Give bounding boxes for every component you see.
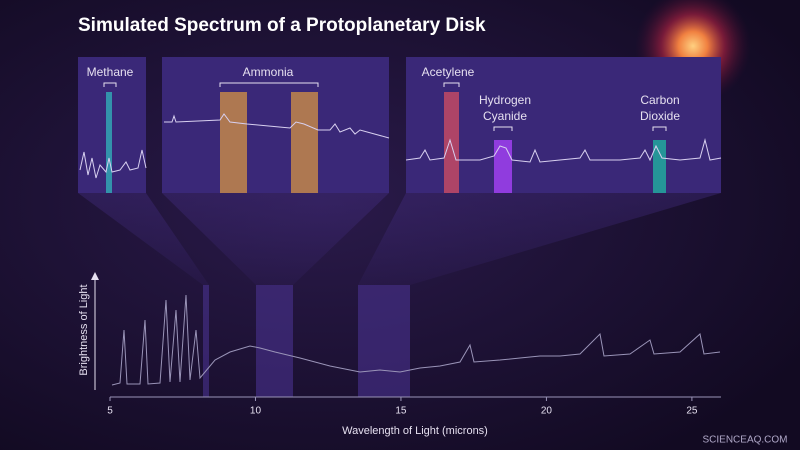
watermark: SCIENCEAQ.COM — [702, 435, 787, 446]
band — [444, 92, 459, 193]
inset-panel — [162, 57, 389, 193]
bracket — [443, 82, 460, 87]
band — [358, 285, 410, 397]
molecule-label: Ammonia — [243, 65, 294, 79]
x-axis-label: Wavelength of Light (microns) — [342, 425, 488, 437]
x-tick-label: 20 — [541, 406, 553, 417]
x-tick-label: 15 — [395, 406, 407, 417]
molecule-label: Hydrogen — [479, 93, 531, 107]
band — [494, 140, 512, 193]
bracket — [652, 126, 667, 131]
bracket — [219, 82, 319, 87]
inset-spectrum — [405, 138, 722, 163]
molecule-label: Methane — [87, 65, 134, 79]
connector — [358, 193, 721, 285]
connector — [78, 193, 209, 285]
inset-spectrum — [79, 149, 147, 179]
band — [291, 92, 318, 193]
band — [106, 92, 112, 193]
x-tick-label: 25 — [686, 406, 698, 417]
band — [653, 140, 666, 193]
bracket — [103, 82, 117, 87]
molecule-label: Dioxide — [640, 109, 680, 123]
band — [203, 285, 209, 397]
bracket — [493, 126, 513, 131]
inset-spectrum — [164, 113, 390, 139]
spectrum — [111, 294, 721, 386]
title: Simulated Spectrum of a Protoplanetary D… — [78, 15, 486, 36]
connector — [162, 193, 389, 285]
molecule-label: Carbon — [640, 93, 679, 107]
x-tick-label: 10 — [250, 406, 262, 417]
band — [220, 92, 247, 193]
y-axis-label: Brightness of Light — [78, 284, 90, 375]
y-arrowhead — [91, 272, 99, 280]
molecule-label: Acetylene — [422, 65, 475, 79]
molecule-label: Cyanide — [483, 109, 527, 123]
x-tick-label: 5 — [107, 406, 113, 417]
band — [256, 285, 293, 397]
